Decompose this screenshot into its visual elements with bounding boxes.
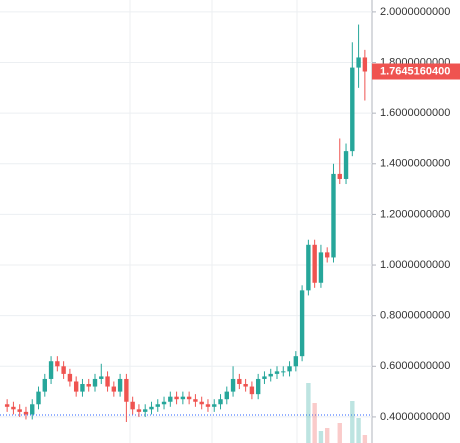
candle-body <box>249 386 255 395</box>
candle-body <box>306 244 311 291</box>
candle-body <box>331 173 336 258</box>
candle-body <box>199 401 204 405</box>
volume-bar <box>337 423 342 443</box>
candle-body <box>30 404 35 415</box>
candle-body <box>337 173 342 179</box>
candle-body <box>111 386 117 392</box>
y-tick-label: 0.6000000000 <box>380 360 450 372</box>
candle-body <box>67 373 73 382</box>
candle-body <box>168 396 173 402</box>
candle-body <box>237 378 242 385</box>
candle-body <box>23 411 29 415</box>
candle-body <box>312 244 317 283</box>
candle-body <box>193 399 198 402</box>
y-tick-label: 1.6000000000 <box>380 107 450 119</box>
volume-bar <box>318 431 324 443</box>
candle-body <box>149 406 154 410</box>
candle-body <box>4 404 10 407</box>
candle-body <box>124 378 129 402</box>
candle-body <box>73 381 79 392</box>
candle-body <box>130 401 135 410</box>
candle-body <box>11 406 16 410</box>
y-tick-label: 2.0000000000 <box>380 6 450 18</box>
candle-body <box>136 409 142 412</box>
volume-bar <box>306 383 311 443</box>
volume-bar <box>356 418 361 443</box>
price-label: 1.7645160400 <box>380 65 450 77</box>
candle-body <box>155 404 160 407</box>
candle-body <box>174 396 179 400</box>
candle-body <box>287 366 292 372</box>
candle-body <box>212 404 217 407</box>
candle-body <box>143 409 148 412</box>
candle-body <box>243 384 248 387</box>
volume-bar <box>362 435 368 443</box>
candle-body <box>205 404 211 407</box>
volume-bar <box>350 401 355 443</box>
candle-body <box>117 378 123 392</box>
candle-body <box>268 373 273 377</box>
y-tick-label: 1.2000000000 <box>380 208 450 220</box>
candle-body <box>86 384 91 387</box>
candle-body <box>274 371 280 374</box>
candle-body <box>48 361 54 379</box>
y-tick-label: 0.8000000000 <box>380 310 450 322</box>
y-tick-label: 0.4000000000 <box>380 411 450 423</box>
volume-bar <box>312 403 317 443</box>
candle-body <box>99 376 104 379</box>
candle-body <box>36 391 41 405</box>
candle-body <box>299 290 305 357</box>
y-tick-label: 1.4000000000 <box>380 158 450 170</box>
candle-body <box>343 151 349 179</box>
candle-body <box>318 252 324 283</box>
candle-body <box>350 67 355 152</box>
candle-body <box>186 396 192 400</box>
candle-body <box>255 378 261 395</box>
candle-body <box>105 376 110 387</box>
candle-body <box>17 409 22 412</box>
candle-body <box>281 371 286 373</box>
candle-body <box>92 378 98 387</box>
candle-body <box>180 396 186 400</box>
candle-body <box>80 384 85 392</box>
y-tick-label: 1.0000000000 <box>380 259 450 271</box>
candle-body <box>293 356 299 367</box>
candle-body <box>325 252 330 258</box>
candle-body <box>161 401 167 405</box>
candle-body <box>42 378 47 392</box>
candle-body <box>230 378 236 392</box>
candle-body <box>262 376 267 379</box>
candle-body <box>218 399 223 405</box>
volume-bar <box>325 428 330 443</box>
candle-body <box>224 391 229 400</box>
candle-body <box>55 361 60 367</box>
candle-body <box>61 366 66 374</box>
price-label-bg <box>372 63 460 80</box>
candle-body <box>356 57 361 68</box>
candle-body <box>362 57 368 72</box>
